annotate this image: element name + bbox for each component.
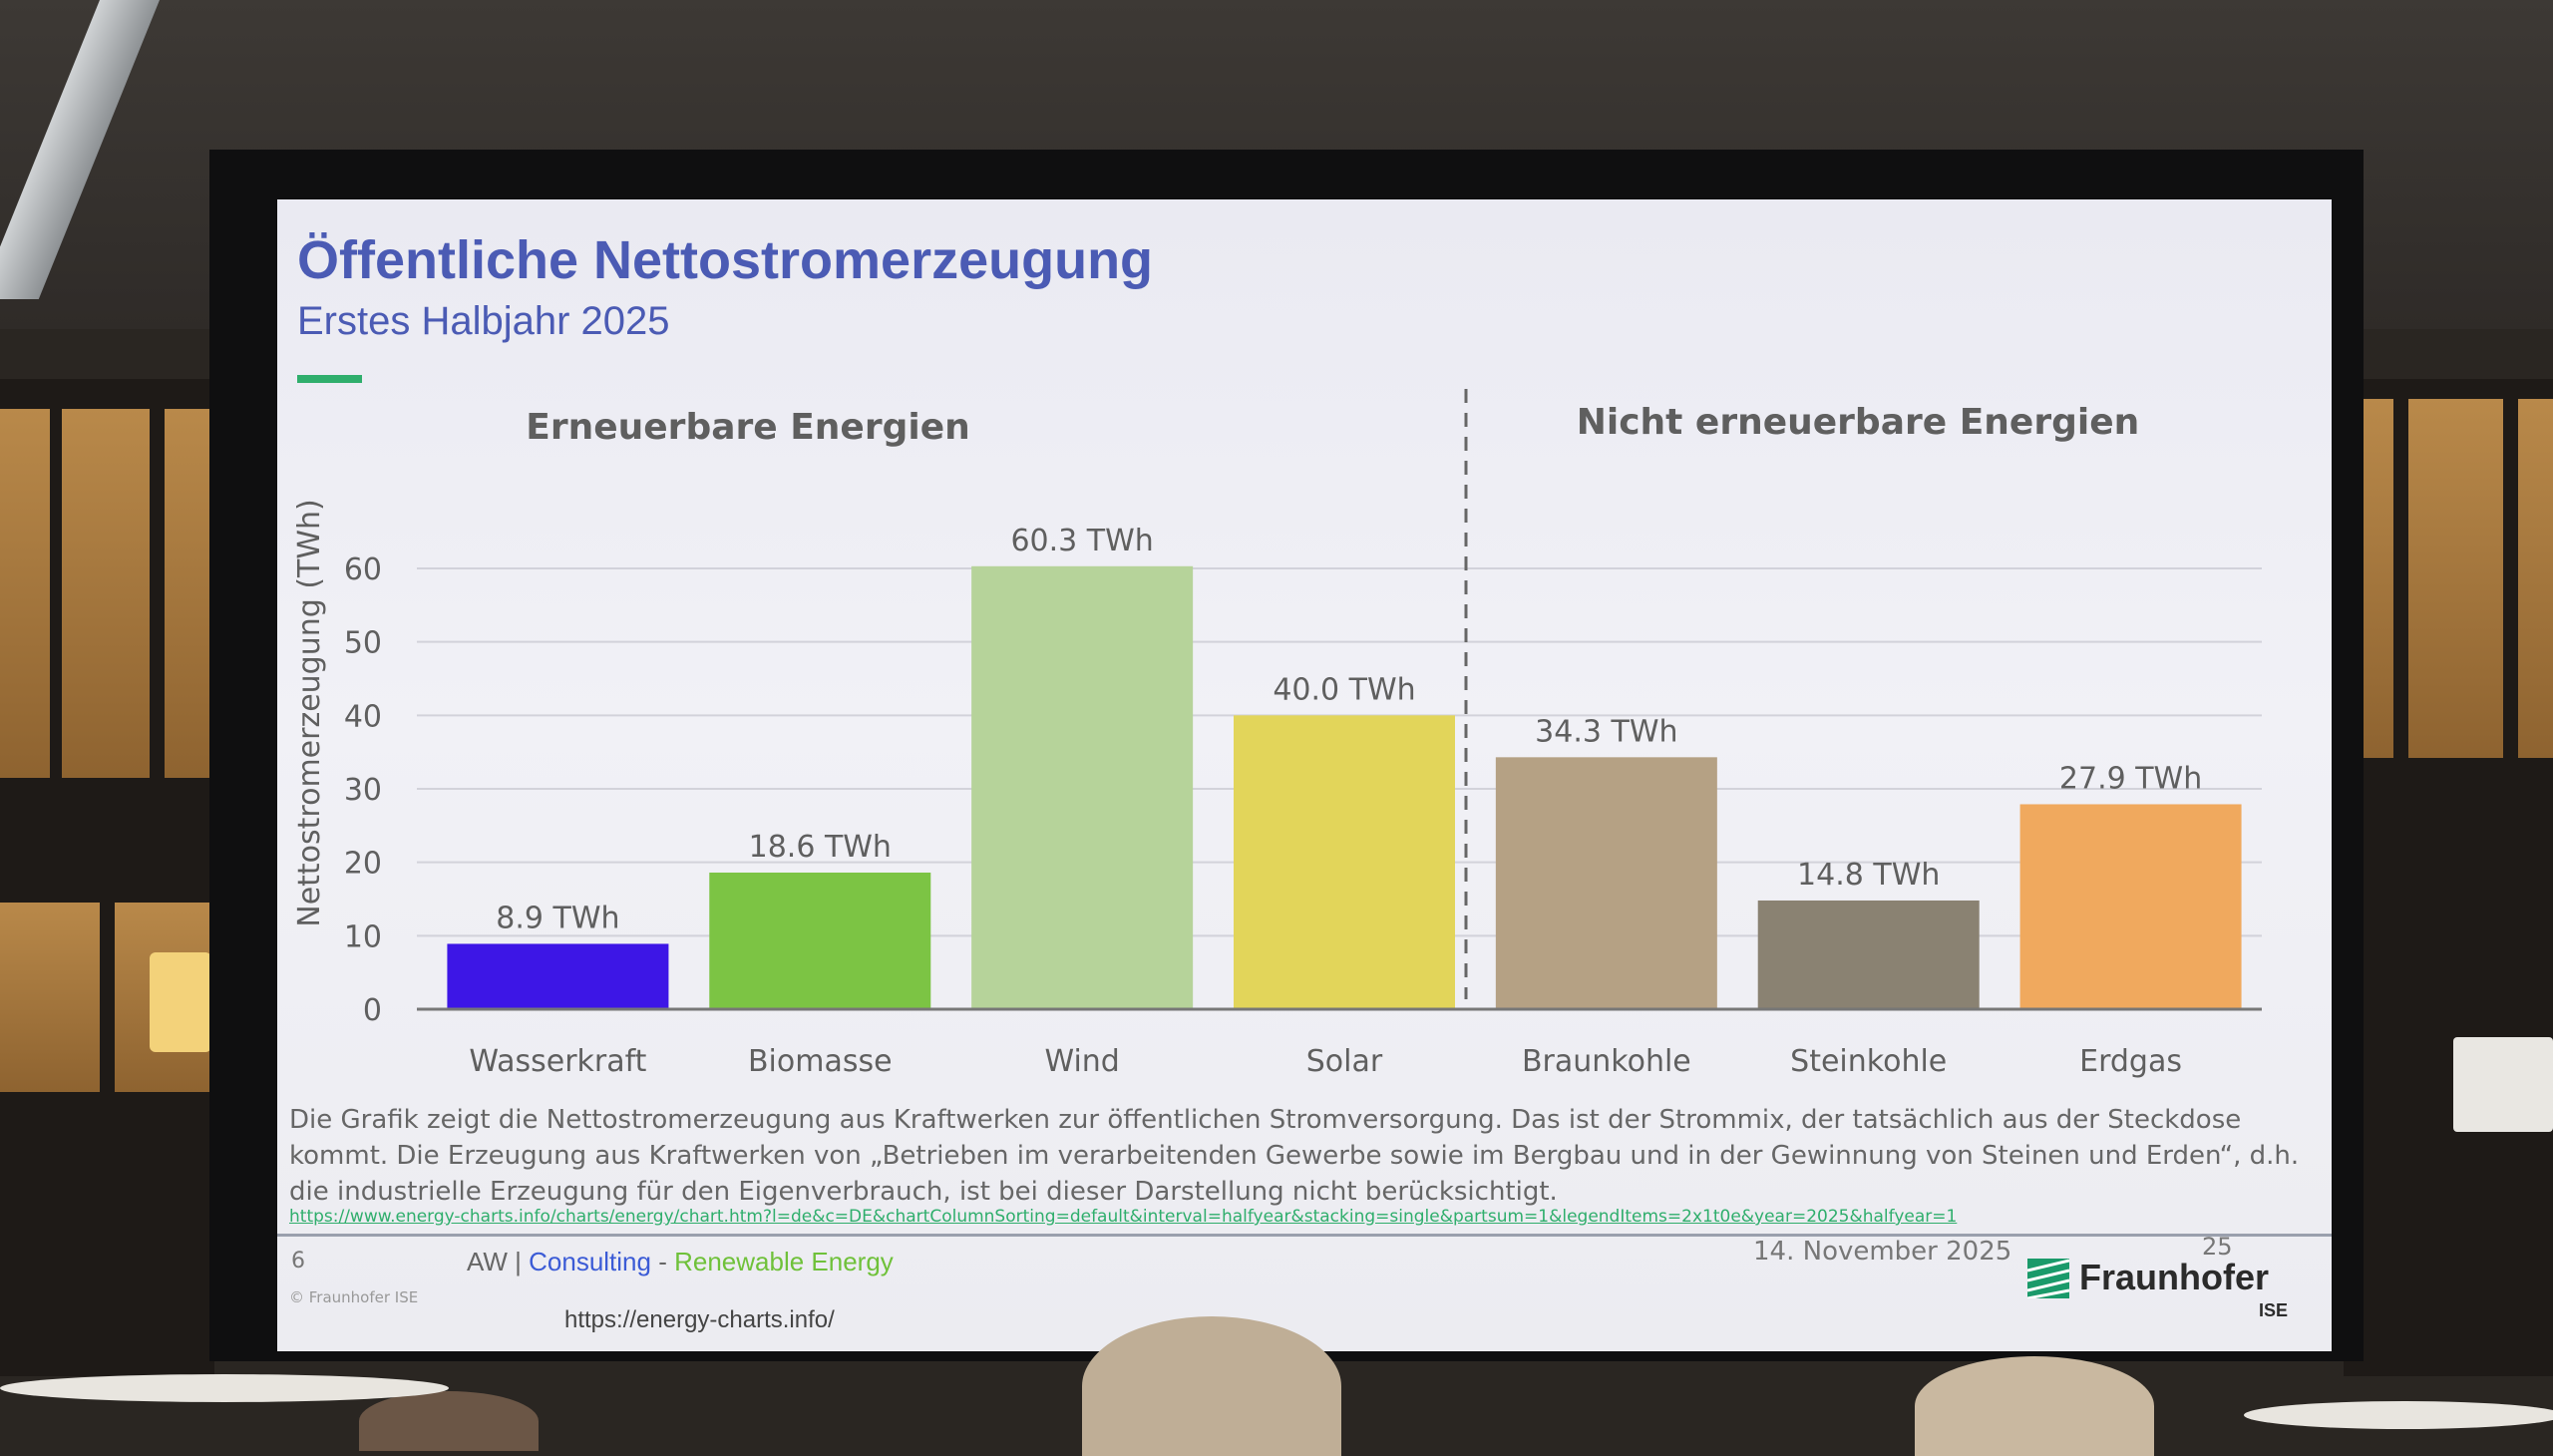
- bar-braunkohle: [1495, 757, 1717, 1009]
- footer-divider: [277, 1234, 2332, 1237]
- footer-department: AW | Consulting - Renewable Energy: [467, 1247, 894, 1277]
- y-tick-label: 50: [344, 626, 382, 661]
- x-tick-label: Steinkohle: [1790, 1044, 1947, 1079]
- slide-subtitle: Erstes Halbjahr 2025: [297, 299, 670, 343]
- page-number-left: 6: [291, 1249, 305, 1274]
- data-label: 34.3 TWh: [1535, 714, 1677, 749]
- audience-head: [1915, 1356, 2154, 1456]
- data-label: 14.8 TWh: [1797, 858, 1940, 893]
- aw-consulting: Consulting: [529, 1247, 651, 1276]
- footer-date: 14. November 2025: [1753, 1237, 2012, 1267]
- y-tick-label: 60: [344, 552, 382, 587]
- data-label: 40.0 TWh: [1273, 672, 1415, 707]
- restroom-sign: [2453, 1037, 2553, 1132]
- x-tick-label: Erdgas: [2079, 1044, 2182, 1079]
- page-number-right: 25: [2202, 1233, 2233, 1261]
- bar-wasserkraft: [447, 943, 669, 1009]
- x-tick-label: Wasserkraft: [469, 1044, 646, 1079]
- aw-renewable: Renewable Energy: [674, 1247, 894, 1276]
- bar-steinkohle: [1757, 900, 1980, 1009]
- footer-url[interactable]: https://energy-charts.info/: [564, 1306, 835, 1333]
- bar-solar: [1234, 715, 1455, 1009]
- chart-caption: Die Grafik zeigt die Nettostromerzeugung…: [289, 1105, 2300, 1207]
- data-label: 60.3 TWh: [1010, 524, 1153, 558]
- audience-head: [1082, 1316, 1341, 1456]
- data-label: 8.9 TWh: [496, 901, 619, 935]
- y-tick-label: 0: [363, 993, 382, 1028]
- y-tick-label: 40: [344, 699, 382, 734]
- aw-prefix: AW |: [467, 1247, 530, 1276]
- logo-subtext: ISE: [2259, 1300, 2289, 1320]
- group-label-renewable: Erneuerbare Energien: [526, 407, 970, 448]
- copyright-note: © Fraunhofer ISE: [289, 1288, 419, 1306]
- wall-lamp: [150, 952, 211, 1052]
- window-pane: [2364, 399, 2393, 758]
- source-link[interactable]: https://www.energy-charts.info/charts/en…: [289, 1207, 1958, 1227]
- cocktail-table: [0, 1374, 449, 1402]
- slide-title: Öffentliche Nettostromerzeugung: [297, 230, 1154, 290]
- bars: 8.9 TWh Wasserkraft 18.6 TWh Biomasse 60.3 T…: [447, 524, 2242, 1079]
- window-pane: [165, 409, 212, 778]
- y-tick-label: 30: [344, 773, 382, 808]
- group-label-nonrenewable: Nicht erneuerbare Energien: [1577, 402, 2140, 443]
- y-axis-label: Nettostromerzeugung (TWh): [292, 499, 327, 927]
- bar-biomasse: [709, 872, 931, 1009]
- x-tick-label: Braunkohle: [1522, 1044, 1691, 1079]
- y-axis-ticks: 0 10 20 30 40 50 60: [344, 552, 382, 1028]
- data-label: 27.9 TWh: [2059, 761, 2202, 796]
- y-tick-label: 10: [344, 919, 382, 954]
- x-tick-label: Biomasse: [748, 1044, 893, 1079]
- window-pane: [0, 903, 100, 1092]
- bar-wind: [971, 565, 1194, 1009]
- window-pane: [2408, 399, 2503, 758]
- y-tick-label: 20: [344, 847, 382, 882]
- aw-dash: -: [650, 1247, 675, 1276]
- data-label: 18.6 TWh: [749, 830, 892, 865]
- window-pane: [2518, 399, 2553, 758]
- fraunhofer-logo-icon: [2027, 1259, 2069, 1298]
- cocktail-table: [2244, 1401, 2553, 1429]
- bar-erdgas: [2019, 804, 2242, 1009]
- title-accent-line: [297, 375, 362, 383]
- presentation-slide: Öffentliche Nettostromerzeugung Erstes H…: [277, 199, 2332, 1351]
- audience-head: [359, 1391, 539, 1451]
- fraunhofer-logo: Fraunhofer ISE: [2027, 1257, 2307, 1336]
- x-tick-label: Solar: [1306, 1044, 1383, 1079]
- logo-text: Fraunhofer: [2079, 1257, 2270, 1297]
- window-pane: [0, 409, 50, 778]
- x-tick-label: Wind: [1044, 1044, 1119, 1079]
- window-pane: [62, 409, 150, 778]
